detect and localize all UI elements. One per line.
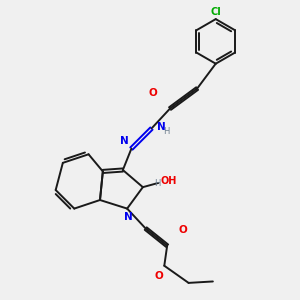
Text: O: O bbox=[178, 225, 187, 235]
Text: Cl: Cl bbox=[210, 7, 221, 17]
Text: N: N bbox=[120, 136, 129, 146]
Text: H: H bbox=[163, 128, 169, 136]
Text: OH: OH bbox=[160, 176, 176, 186]
Text: N: N bbox=[124, 212, 133, 222]
Text: O: O bbox=[155, 271, 164, 281]
Text: O: O bbox=[148, 88, 157, 98]
Text: N: N bbox=[157, 122, 165, 132]
Text: H: H bbox=[154, 179, 160, 188]
